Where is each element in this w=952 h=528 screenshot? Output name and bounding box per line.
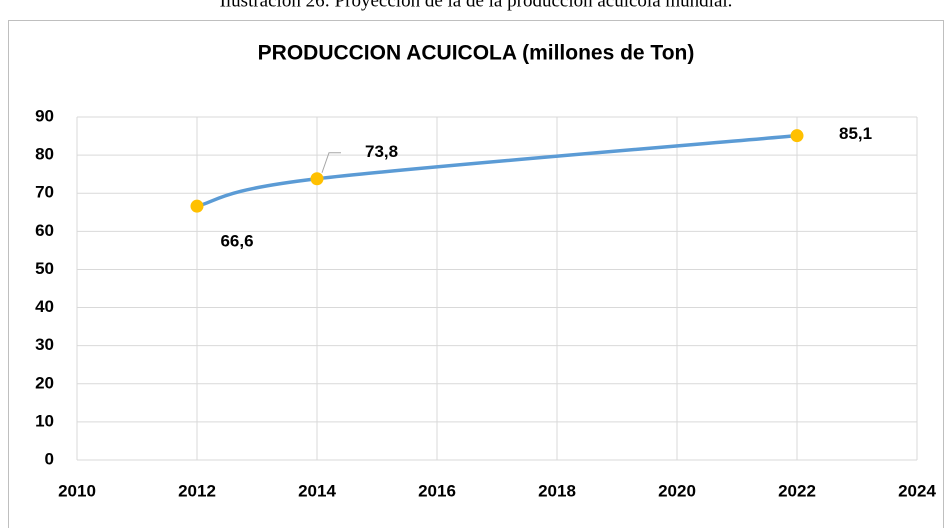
x-tick-label: 2012 (178, 481, 216, 500)
x-tick-label: 2016 (418, 481, 456, 500)
data-label: 66,6 (220, 232, 253, 251)
y-tick-label: 30 (35, 335, 54, 354)
data-point (190, 199, 204, 213)
y-tick-label: 0 (45, 449, 54, 468)
y-tick-label: 10 (35, 411, 54, 430)
x-tick-label: 2014 (298, 481, 336, 500)
chart-title: PRODUCCION ACUICOLA (millones de Ton) (258, 42, 695, 65)
series-line (196, 133, 798, 208)
data-point (310, 172, 324, 186)
chart-frame (8, 20, 944, 528)
y-tick-label: 50 (35, 259, 54, 278)
x-tick-label: 2024 (898, 481, 936, 500)
x-tick-label: 2020 (658, 481, 696, 500)
y-tick-label: 20 (35, 373, 54, 392)
y-tick-label: 40 (35, 297, 54, 316)
x-tick-label: 2022 (778, 481, 816, 500)
y-tick-label: 70 (35, 183, 54, 202)
y-tick-label: 60 (35, 221, 54, 240)
y-tick-label: 90 (35, 106, 54, 125)
data-point (790, 129, 804, 143)
y-tick-label: 80 (35, 145, 54, 164)
x-tick-label: 2018 (538, 481, 576, 500)
data-label: 85,1 (839, 124, 872, 143)
caption: Ilustración 26: Proyección de la de la p… (220, 0, 733, 11)
x-tick-label: 2010 (58, 481, 96, 500)
data-label: 73,8 (365, 142, 398, 161)
leader-line (321, 152, 341, 173)
